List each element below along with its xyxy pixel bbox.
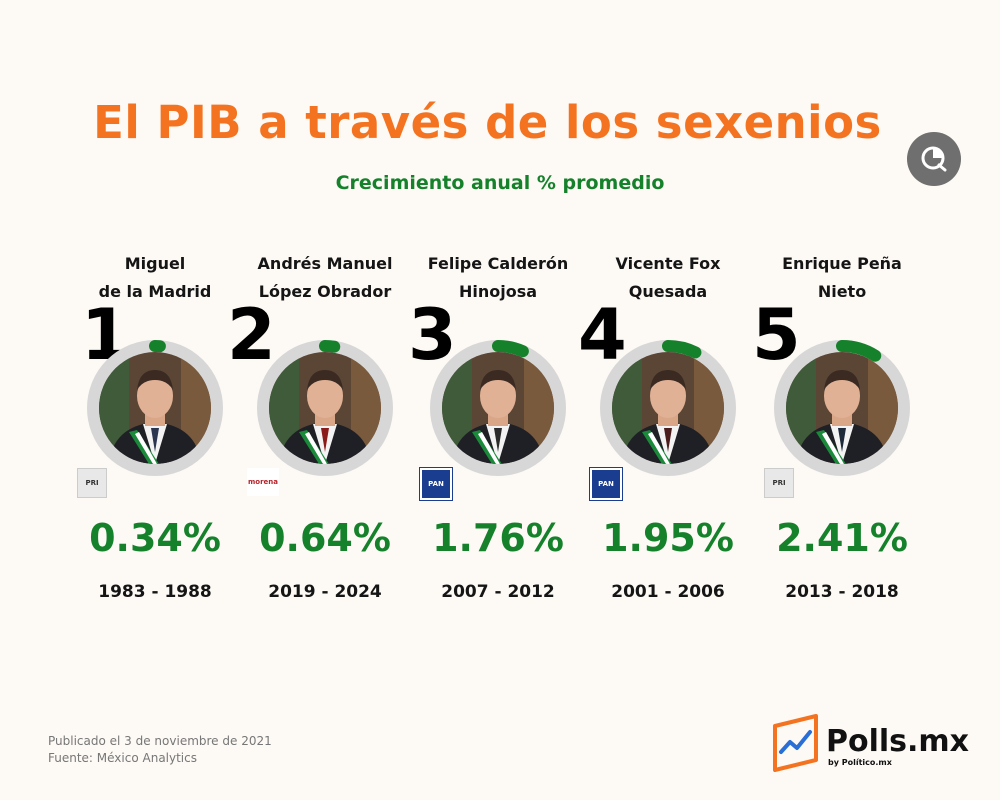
ring-progress	[600, 340, 736, 476]
president-card: Vicente Fox Quesada 4 PAN 1.95% 2001 - 2006	[578, 250, 758, 610]
term-period: 2001 - 2006	[611, 582, 725, 602]
name-line-2: López Obrador	[258, 282, 392, 301]
chart-bubble-icon[interactable]	[907, 132, 961, 186]
page-title: El PIB a través de los sexenios	[93, 96, 882, 149]
rank-number: 2	[227, 294, 276, 376]
president-name: Miguel de la Madrid	[65, 250, 245, 306]
growth-value: 1.76%	[432, 516, 564, 560]
polls-logo-icon	[773, 714, 818, 772]
party-logo-icon: PAN	[419, 467, 453, 501]
growth-ring	[428, 338, 568, 478]
published-date: Publicado el 3 de noviembre de 2021	[48, 734, 272, 748]
growth-value: 0.64%	[259, 516, 391, 560]
name-line-1: Miguel	[124, 254, 186, 273]
name-line-1: Enrique Peña	[782, 254, 902, 273]
growth-value: 1.95%	[602, 516, 734, 560]
party-logo-icon: morena	[247, 468, 279, 496]
party-logo-icon: PRI	[764, 468, 794, 498]
party-logo-icon: PRI	[77, 468, 107, 498]
president-photo	[786, 352, 898, 464]
ring-progress	[87, 340, 223, 476]
source-note: Fuente: México Analytics	[48, 751, 197, 765]
rank-number: 5	[752, 294, 801, 376]
president-name: Enrique Peña Nieto	[752, 250, 932, 306]
name-line-2: Quesada	[628, 282, 708, 301]
president-card: Miguel de la Madrid 1 PRI 0.34% 1983 - 1988	[65, 250, 245, 610]
party-logo-icon: PAN	[589, 467, 623, 501]
name-line-1: Felipe Calderón	[427, 254, 569, 273]
president-name: Andrés Manuel López Obrador	[235, 250, 415, 306]
brand-subtitle: by Político.mx	[828, 758, 892, 767]
term-period: 2007 - 2012	[441, 582, 555, 602]
rank-number: 3	[408, 294, 457, 376]
rank-number: 4	[578, 294, 627, 376]
ring-progress	[257, 340, 393, 476]
growth-ring	[598, 338, 738, 478]
president-photo	[99, 352, 211, 464]
president-photo	[612, 352, 724, 464]
president-card: Andrés Manuel López Obrador 2 morena 0.64% 20…	[227, 250, 415, 610]
brand-logo: Polls.mx by Político.mx	[772, 712, 972, 776]
growth-ring	[772, 338, 912, 478]
term-period: 2019 - 2024	[268, 582, 382, 602]
brand-name: Polls.mx	[826, 724, 970, 759]
president-name: Felipe Calderón Hinojosa	[408, 250, 588, 306]
name-line-2: de la Madrid	[98, 282, 212, 301]
growth-value: 0.34%	[89, 516, 221, 560]
name-line-2: Hinojosa	[458, 282, 538, 301]
name-line-1: Andrés Manuel	[257, 254, 393, 273]
ring-progress	[430, 340, 566, 476]
term-period: 2013 - 2018	[785, 582, 899, 602]
ring-progress	[774, 340, 910, 476]
president-card: Enrique Peña Nieto 5 PRI 2.41% 2013 - 2018	[752, 250, 932, 610]
president-name: Vicente Fox Quesada	[578, 250, 758, 306]
growth-ring	[255, 338, 395, 478]
page-subtitle: Crecimiento anual % promedio	[335, 172, 665, 194]
term-period: 1983 - 1988	[98, 582, 212, 602]
president-photo	[269, 352, 381, 464]
name-line-1: Vicente Fox	[615, 254, 721, 273]
growth-value: 2.41%	[776, 516, 908, 560]
name-line-2: Nieto	[817, 282, 867, 301]
president-card: Felipe Calderón Hinojosa 3 PAN 1.76% 2007 - 2…	[408, 250, 588, 610]
president-photo	[442, 352, 554, 464]
growth-ring	[85, 338, 225, 478]
